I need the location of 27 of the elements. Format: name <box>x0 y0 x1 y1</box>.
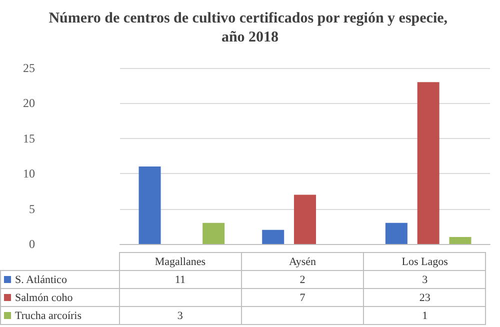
y-tick-label: 0 <box>29 237 35 251</box>
y-tick-label: 5 <box>29 202 35 216</box>
data-label: 1 <box>364 306 486 324</box>
data-label: 3 <box>364 270 486 288</box>
legend-label: Trucha arcoíris <box>0 306 119 324</box>
data-label: 23 <box>364 288 486 306</box>
chart-title: Número de centros de cultivo certificados por región y especie, año 2018 <box>48 10 452 46</box>
y-tick-label: 25 <box>23 61 35 75</box>
data-label: 11 <box>119 270 242 288</box>
bar <box>449 236 472 244</box>
legend-label: Salmón coho <box>0 288 119 306</box>
data-label: 7 <box>241 288 364 306</box>
data-label: 3 <box>119 306 242 324</box>
bar <box>385 222 408 244</box>
bar <box>202 222 225 244</box>
legend-label: S. Atlántico <box>0 270 119 288</box>
y-tick-label: 10 <box>23 166 35 181</box>
bar <box>262 230 284 244</box>
bar <box>294 194 316 244</box>
bar <box>138 166 161 244</box>
x-tick-label: Los Lagos <box>364 252 486 270</box>
x-tick-label: Magallanes <box>119 252 242 270</box>
bar <box>417 82 440 244</box>
y-tick-label: 15 <box>23 131 35 146</box>
x-tick-label: Aysén <box>241 252 364 270</box>
y-tick-label: 20 <box>23 96 35 110</box>
data-label: 2 <box>241 270 364 288</box>
